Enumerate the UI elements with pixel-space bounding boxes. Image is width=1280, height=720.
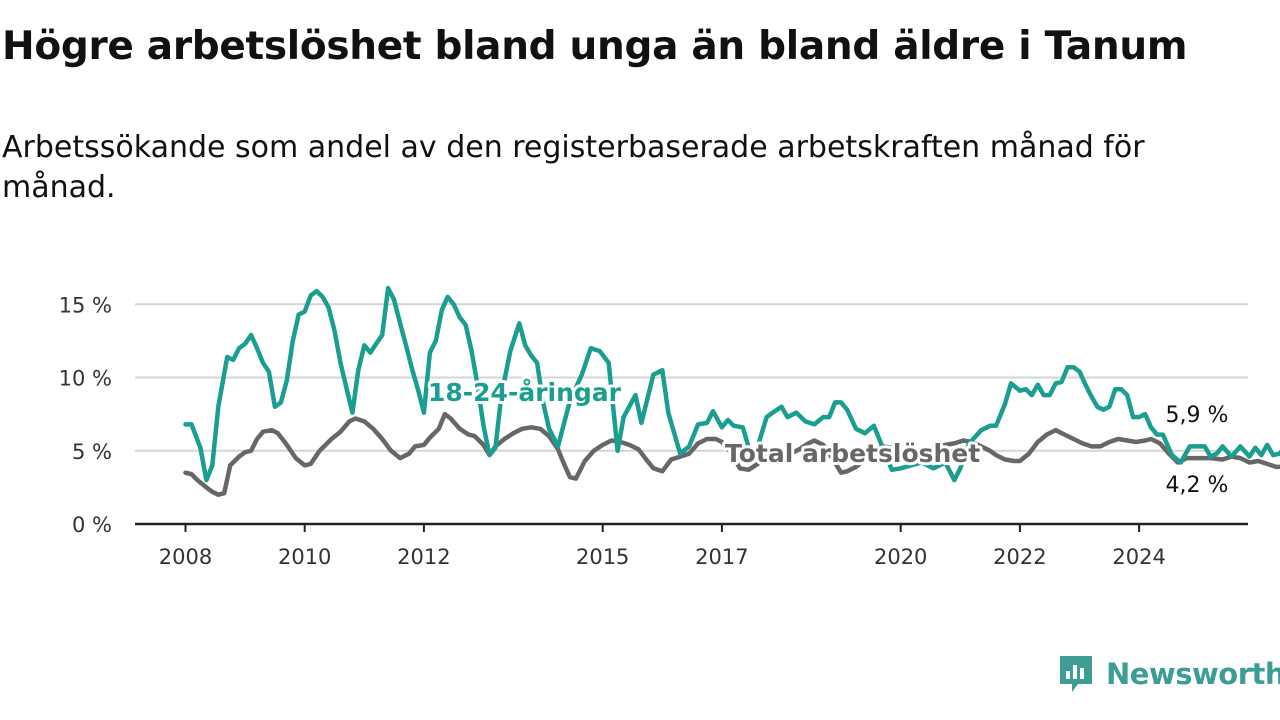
x-tick-label: 2022 (993, 545, 1046, 569)
newsworthy-logo-icon (1060, 656, 1092, 692)
series-line-youth (183, 285, 1280, 483)
chart-subtitle: Arbetssökande som andel av den registerb… (2, 130, 1145, 205)
chart-title: Högre arbetslöshet bland unga än bland ä… (2, 24, 1188, 69)
y-tick-label: 0 % (72, 513, 112, 537)
end-label-youth: 5,9 % (1166, 403, 1229, 428)
brand-name: Newsworthy (1106, 657, 1280, 691)
series-line-total (183, 411, 1280, 497)
series-label-total: Total arbetslöshet (725, 439, 980, 468)
x-tick-label: 2024 (1112, 545, 1165, 569)
x-tick-label: 2015 (576, 545, 629, 569)
y-tick-label: 15 % (59, 293, 112, 317)
x-tick-label: 2020 (874, 545, 927, 569)
series-label-youth: 18-24-åringar (428, 378, 622, 407)
y-tick-label: 5 % (72, 440, 112, 464)
end-label-total: 4,2 % (1166, 473, 1229, 498)
y-tick-label: 10 % (59, 367, 112, 391)
x-tick-label: 2010 (278, 545, 331, 569)
x-tick-label: 2017 (695, 545, 748, 569)
x-tick-label: 2012 (397, 545, 450, 569)
x-tick-label: 2008 (159, 545, 212, 569)
newsworthy-brand[interactable]: Newsworthy (1058, 654, 1280, 694)
